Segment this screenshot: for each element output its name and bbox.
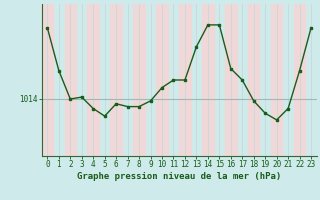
Bar [65, 4, 76, 156]
Bar [133, 4, 145, 156]
Bar [87, 4, 99, 156]
Bar [225, 4, 236, 156]
Bar [294, 4, 305, 156]
Bar [156, 4, 168, 156]
Bar [110, 4, 122, 156]
Bar [179, 4, 191, 156]
Bar [202, 4, 214, 156]
Bar [248, 4, 260, 156]
Bar [42, 4, 53, 156]
X-axis label: Graphe pression niveau de la mer (hPa): Graphe pression niveau de la mer (hPa) [77, 172, 281, 181]
Bar [271, 4, 282, 156]
